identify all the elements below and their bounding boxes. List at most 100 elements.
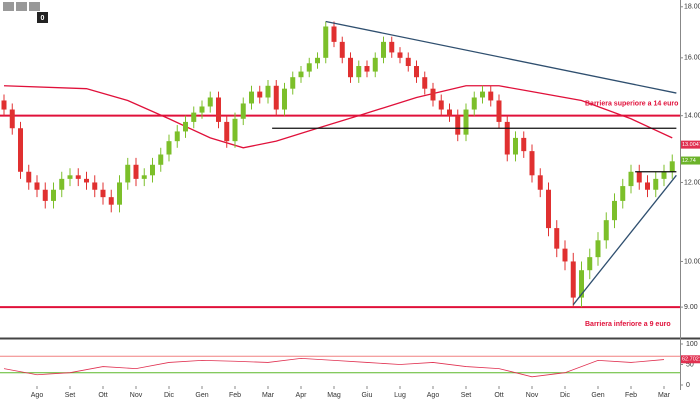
candle-body xyxy=(628,171,634,187)
candle-body xyxy=(9,109,15,129)
candle-body xyxy=(471,97,477,110)
candle-body xyxy=(488,91,494,101)
candle-body xyxy=(480,91,485,98)
candle-body xyxy=(265,85,271,98)
y-tick-label: 9.00 xyxy=(684,304,698,311)
candle-body xyxy=(298,71,304,78)
candle-body xyxy=(546,189,551,229)
y-tick-label: 10.00 xyxy=(684,258,700,265)
candle-body xyxy=(603,220,609,241)
candle-body xyxy=(199,106,205,113)
candle-body xyxy=(620,186,626,201)
candle-body xyxy=(18,128,23,172)
x-tick-label: Dic xyxy=(164,392,175,399)
x-tick-label: Giu xyxy=(362,392,373,399)
x-tick-label: Gen xyxy=(195,392,208,399)
candle-body xyxy=(232,118,238,142)
candle-body xyxy=(125,164,131,183)
candle-body xyxy=(438,100,444,110)
candle-body xyxy=(282,88,287,110)
candle-body xyxy=(216,97,221,122)
candle-body xyxy=(34,182,40,190)
x-tick-label: Dic xyxy=(560,392,571,399)
candle-body xyxy=(587,257,593,271)
candle-body xyxy=(405,57,411,67)
x-tick-label: Gen xyxy=(591,392,604,399)
candle-body xyxy=(67,175,73,179)
toolbar[interactable]: 0 xyxy=(3,2,48,23)
price-tag-label: 12.74 xyxy=(682,158,696,164)
x-tick-label: Mag xyxy=(327,392,341,399)
tool-icon[interactable] xyxy=(3,2,14,11)
rsi-line xyxy=(3,357,665,378)
x-tick-label: Nov xyxy=(526,392,539,399)
candle-body xyxy=(529,151,535,176)
candle-body xyxy=(381,41,386,58)
candle-body xyxy=(191,112,197,122)
candle-body xyxy=(414,66,419,78)
x-tick-label: Ago xyxy=(31,392,44,399)
rsi-tag xyxy=(681,355,700,364)
candle-body xyxy=(257,91,263,98)
candle-body xyxy=(290,77,296,89)
candle-body xyxy=(389,41,395,53)
candle-body xyxy=(513,137,518,155)
candle-body xyxy=(562,248,568,262)
y-tick-label: 16.00 xyxy=(684,55,700,62)
x-tick-label: Ago xyxy=(427,392,440,399)
price-tag xyxy=(681,156,700,165)
candle-body xyxy=(306,63,312,72)
candle-body xyxy=(323,26,329,58)
candle-body xyxy=(372,57,378,72)
candle-body xyxy=(133,164,139,179)
x-tick-label: Mar xyxy=(658,392,671,399)
candle-body xyxy=(1,100,7,110)
candle-body xyxy=(42,189,48,201)
candle-body xyxy=(174,131,180,142)
candle-body xyxy=(636,171,642,183)
candle-body xyxy=(447,109,452,116)
trend-line xyxy=(325,20,677,94)
candle-body xyxy=(364,66,370,72)
candle-body xyxy=(430,88,436,101)
candle-body xyxy=(537,175,543,190)
candle-body xyxy=(150,164,155,176)
candle-body xyxy=(183,121,188,132)
candle-body xyxy=(240,103,246,119)
rsi-tick-label: 0 xyxy=(686,382,690,389)
x-tick-label: Mar xyxy=(262,392,275,399)
candle-body xyxy=(653,178,659,190)
x-tick-label: Feb xyxy=(625,392,637,399)
price-tag-label: 13.0047 xyxy=(682,142,700,148)
tool-icon[interactable] xyxy=(29,2,40,11)
candle-body xyxy=(496,100,502,122)
candle-body xyxy=(579,270,584,298)
candle-body xyxy=(117,182,122,205)
candle-body xyxy=(100,189,106,198)
candle-body xyxy=(645,182,650,190)
badge: 0 xyxy=(41,15,45,22)
candle-body xyxy=(463,109,469,135)
barrier-label: Barriera inferiore a 9 euro xyxy=(585,321,671,328)
candle-body xyxy=(158,154,164,165)
x-tick-label: Ott xyxy=(494,392,503,399)
candle-body xyxy=(273,85,279,110)
candle-body xyxy=(166,141,172,155)
candle-body xyxy=(348,57,353,78)
candle-body xyxy=(455,115,461,135)
x-tick-label: Set xyxy=(65,392,76,399)
candle-body xyxy=(224,121,230,142)
x-tick-label: Set xyxy=(461,392,472,399)
candle-body xyxy=(570,261,576,298)
candle-body xyxy=(84,178,89,183)
candle-body xyxy=(51,189,56,201)
x-tick-label: Ott xyxy=(98,392,107,399)
price-tag xyxy=(681,140,700,149)
candle-body xyxy=(315,57,320,64)
candle-body xyxy=(92,182,98,190)
candle-body xyxy=(108,197,114,205)
candle-body xyxy=(422,77,428,89)
candle-body xyxy=(59,178,65,190)
tool-icon[interactable] xyxy=(16,2,27,11)
badge-box xyxy=(37,12,48,23)
